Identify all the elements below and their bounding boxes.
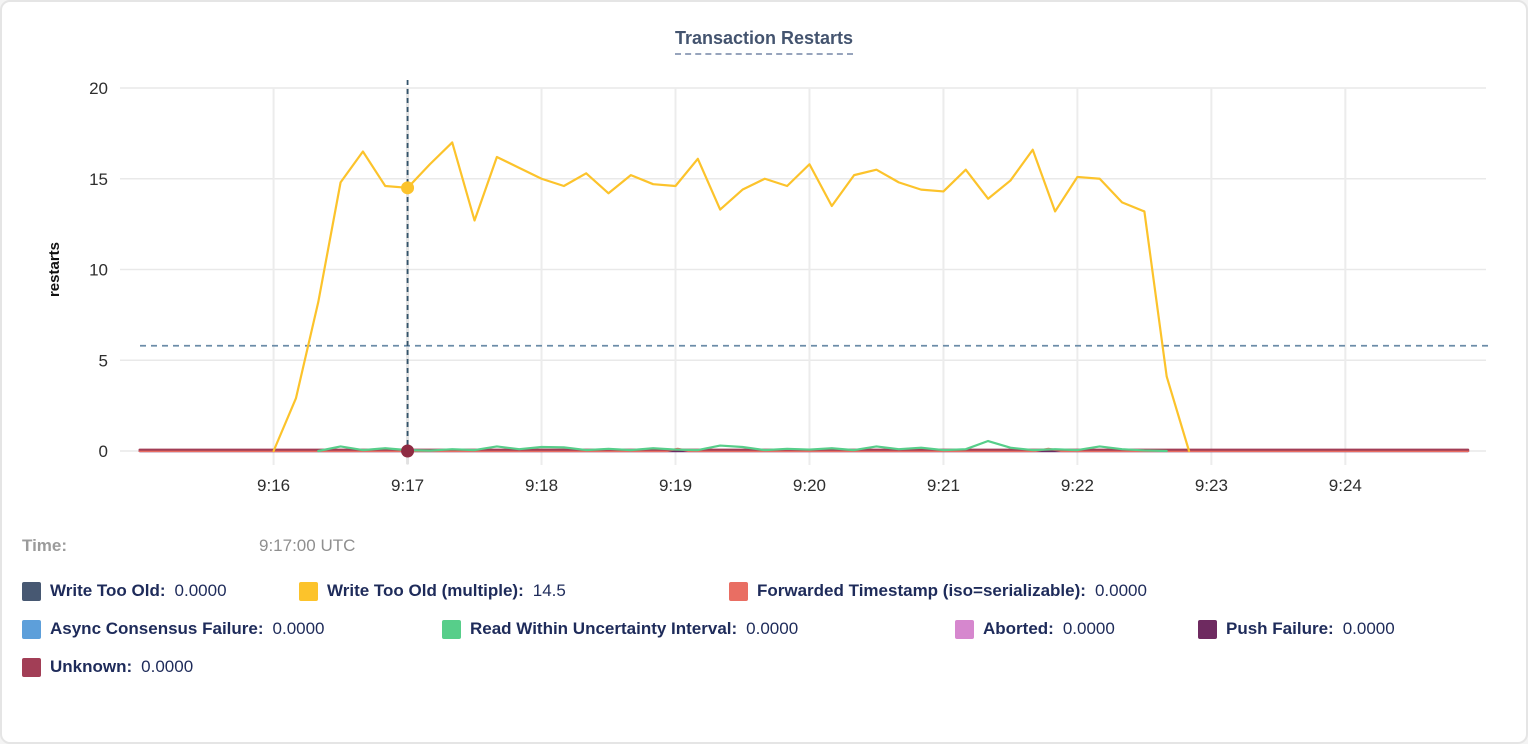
- svg-text:5: 5: [99, 351, 108, 370]
- chart-footer: Time: 9:17:00 UTC Write Too Old: 0.0000 …: [22, 536, 1510, 695]
- svg-text:9:23: 9:23: [1195, 476, 1228, 495]
- legend-swatch: [442, 619, 461, 639]
- svg-text:9:16: 9:16: [257, 476, 290, 495]
- legend-value: 0.0000: [1094, 581, 1147, 600]
- legend-value: 0.0000: [1342, 619, 1395, 638]
- svg-text:restarts: restarts: [46, 242, 63, 297]
- legend-item-push-failure: Push Failure: 0.0000: [1198, 619, 1395, 639]
- legend-label: Aborted:: [983, 619, 1054, 638]
- legend-label: Unknown:: [50, 657, 133, 676]
- restarts-line-chart[interactable]: 0 5 10 15 20 9:16 9:17 9:18 9:19 9:20 9:21 9:22 9:23…: [2, 2, 1528, 514]
- legend-swatch: [22, 619, 41, 639]
- chart-title-wrap: Transaction Restarts: [2, 28, 1526, 55]
- legend-label: Async Consensus Failure:: [50, 619, 264, 638]
- legend-value: 0.0000: [1062, 619, 1115, 638]
- svg-text:15: 15: [89, 170, 108, 189]
- svg-text:9:19: 9:19: [659, 476, 692, 495]
- legend-value: 0.0000: [141, 657, 194, 676]
- legend-value: 14.5: [532, 581, 566, 600]
- legend-value: 0.0000: [746, 619, 799, 638]
- legend-item-unknown: Unknown: 0.0000: [22, 657, 193, 677]
- legend-row-2: Async Consensus Failure: 0.0000 Read Wit…: [22, 619, 1510, 639]
- svg-text:9:20: 9:20: [793, 476, 826, 495]
- legend-label: Write Too Old (multiple):: [327, 581, 524, 600]
- legend-value: 0.0000: [174, 581, 227, 600]
- svg-text:10: 10: [89, 261, 108, 280]
- legend-swatch: [729, 581, 748, 601]
- legend-item-write-too-old: Write Too Old: 0.0000: [22, 581, 299, 601]
- legend-item-forwarded-timestamp: Forwarded Timestamp (iso=serializable): …: [729, 581, 1147, 601]
- legend-swatch: [22, 657, 41, 677]
- legend-label: Push Failure:: [1226, 619, 1334, 638]
- legend-item-write-too-old-multiple: Write Too Old (multiple): 14.5: [299, 581, 729, 601]
- svg-text:20: 20: [89, 79, 108, 98]
- legend-label: Read Within Uncertainty Interval:: [470, 619, 738, 638]
- legend-item-read-within-uncertainty: Read Within Uncertainty Interval: 0.0000: [442, 619, 955, 639]
- legend-swatch: [1198, 619, 1217, 639]
- cursor-time-row: Time: 9:17:00 UTC: [22, 536, 1510, 556]
- legend-swatch: [22, 581, 41, 601]
- legend-swatch: [299, 581, 318, 601]
- legend-value: 0.0000: [272, 619, 325, 638]
- legend-item-aborted: Aborted: 0.0000: [955, 619, 1198, 639]
- chart-title[interactable]: Transaction Restarts: [674, 28, 854, 55]
- legend-item-async-consensus-failure: Async Consensus Failure: 0.0000: [22, 619, 442, 639]
- svg-text:9:21: 9:21: [927, 476, 960, 495]
- svg-text:9:18: 9:18: [525, 476, 558, 495]
- legend-label: Forwarded Timestamp (iso=serializable):: [757, 581, 1086, 600]
- time-label: Time:: [22, 536, 68, 555]
- time-value: 9:17:00 UTC: [259, 536, 356, 555]
- legend-swatch: [955, 619, 974, 639]
- legend-row-3: Unknown: 0.0000: [22, 657, 1510, 677]
- legend-row-1: Write Too Old: 0.0000 Write Too Old (mul…: [22, 581, 1510, 601]
- svg-text:9:22: 9:22: [1061, 476, 1094, 495]
- legend-label: Write Too Old:: [50, 581, 166, 600]
- svg-text:0: 0: [99, 442, 108, 461]
- svg-text:9:24: 9:24: [1329, 476, 1362, 495]
- svg-text:9:17: 9:17: [391, 476, 424, 495]
